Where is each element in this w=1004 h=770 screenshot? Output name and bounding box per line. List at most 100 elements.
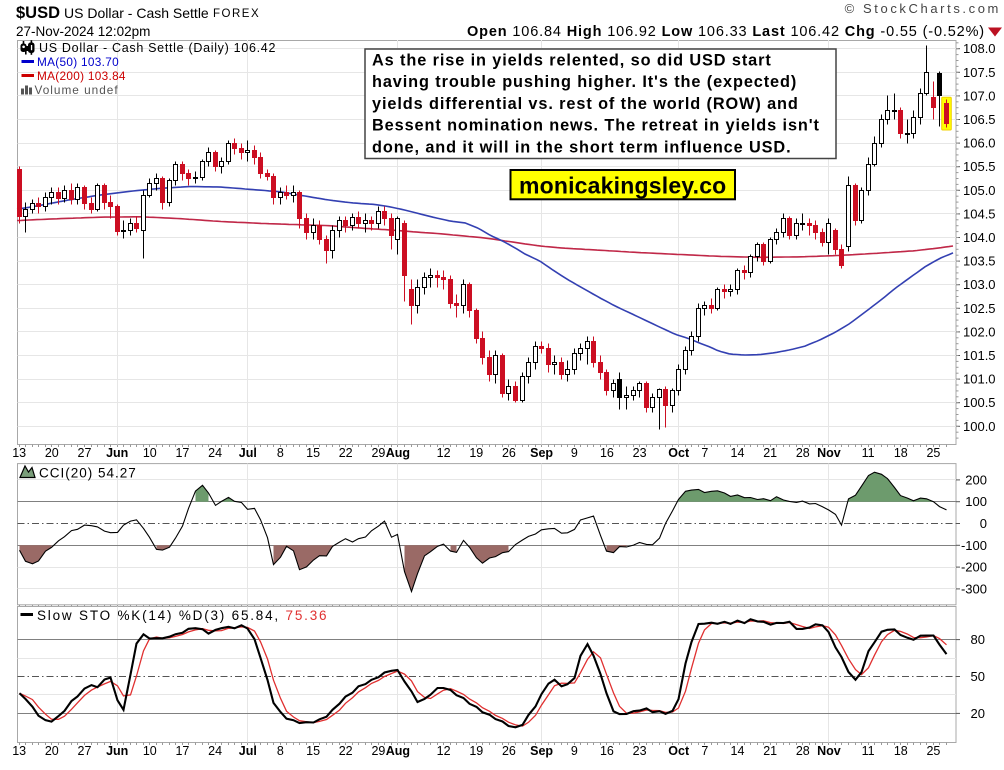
svg-text:Oct: Oct <box>668 446 690 460</box>
svg-text:108.0: 108.0 <box>963 41 996 56</box>
svg-text:12: 12 <box>437 744 451 758</box>
svg-text:18: 18 <box>894 744 908 758</box>
svg-text:10: 10 <box>143 446 157 460</box>
svg-text:US Dollar - Cash Settle (Daily: US Dollar - Cash Settle (Daily) 106.42 <box>39 41 276 55</box>
svg-text:17: 17 <box>175 446 189 460</box>
svg-text:12: 12 <box>437 446 451 460</box>
svg-text:101.0: 101.0 <box>963 372 996 387</box>
svg-text:14: 14 <box>731 744 745 758</box>
svg-text:25: 25 <box>926 744 940 758</box>
svg-text:-100: -100 <box>961 538 987 553</box>
svg-text:103.5: 103.5 <box>963 254 996 269</box>
svg-text:8: 8 <box>277 744 284 758</box>
svg-text:Oct: Oct <box>668 744 690 758</box>
svg-text:104.5: 104.5 <box>963 206 996 221</box>
svg-text:106.5: 106.5 <box>963 112 996 127</box>
svg-text:© StockCharts.com: © StockCharts.com <box>845 1 1001 16</box>
svg-text:20: 20 <box>45 446 59 460</box>
svg-text:24: 24 <box>208 744 222 758</box>
svg-text:19: 19 <box>469 446 483 460</box>
svg-text:20: 20 <box>45 744 59 758</box>
svg-text:29: 29 <box>371 446 385 460</box>
svg-text:23: 23 <box>633 446 647 460</box>
svg-text:7: 7 <box>701 446 708 460</box>
svg-text:104.0: 104.0 <box>963 230 996 245</box>
svg-text:22: 22 <box>339 446 353 460</box>
svg-text:$USD: $USD <box>16 4 60 22</box>
svg-text:28: 28 <box>796 744 810 758</box>
svg-text:100.0: 100.0 <box>963 419 996 434</box>
svg-text:27: 27 <box>78 744 92 758</box>
svg-text:26: 26 <box>502 744 516 758</box>
svg-text:monicakingsley.co: monicakingsley.co <box>519 172 727 198</box>
svg-text:having trouble pushing higher.: having trouble pushing higher. It's the … <box>372 73 797 91</box>
svg-text:Jul: Jul <box>239 446 257 460</box>
svg-text:-300: -300 <box>961 581 987 596</box>
svg-text:28: 28 <box>796 446 810 460</box>
svg-text:FOREX: FOREX <box>213 8 260 20</box>
svg-text:yields differential vs. rest o: yields differential vs. rest of the worl… <box>372 95 799 113</box>
svg-text:24: 24 <box>208 446 222 460</box>
svg-text:-200: -200 <box>961 560 987 575</box>
svg-text:101.5: 101.5 <box>963 348 996 363</box>
svg-text:17: 17 <box>175 744 189 758</box>
svg-text:107.5: 107.5 <box>963 65 996 80</box>
svg-text:200: 200 <box>965 472 987 487</box>
svg-text:10: 10 <box>143 744 157 758</box>
svg-text:Aug: Aug <box>386 446 410 460</box>
svg-text:29: 29 <box>371 744 385 758</box>
svg-text:18: 18 <box>894 446 908 460</box>
svg-text:Sep: Sep <box>530 446 553 460</box>
svg-text:15: 15 <box>306 744 320 758</box>
svg-text:106.0: 106.0 <box>963 136 996 151</box>
svg-text:105.5: 105.5 <box>963 159 996 174</box>
svg-text:13: 13 <box>12 446 26 460</box>
svg-text:16: 16 <box>600 744 614 758</box>
svg-text:80: 80 <box>971 632 985 647</box>
svg-text:27: 27 <box>78 446 92 460</box>
svg-text:105.0: 105.0 <box>963 183 996 198</box>
svg-text:26: 26 <box>502 446 516 460</box>
svg-text:107.0: 107.0 <box>963 88 996 103</box>
svg-text:Sep: Sep <box>530 744 553 758</box>
svg-text:MA(50) 103.70: MA(50) 103.70 <box>37 55 119 69</box>
svg-text:done, and it will in the short: done, and it will in the short term infl… <box>372 138 792 156</box>
svg-text:Slow STO %K(14) %D(3) 65.84, 7: Slow STO %K(14) %D(3) 65.84, 75.36 <box>37 608 328 623</box>
svg-text:100.5: 100.5 <box>963 395 996 410</box>
svg-text:21: 21 <box>763 446 777 460</box>
svg-text:100: 100 <box>965 494 987 509</box>
svg-text:8: 8 <box>277 446 284 460</box>
svg-text:Nov: Nov <box>817 744 841 758</box>
svg-text:Open 106.84 High 106.92 Low 10: Open 106.84 High 106.92 Low 106.33 Last … <box>467 24 985 40</box>
svg-text:14: 14 <box>731 446 745 460</box>
svg-text:11: 11 <box>862 744 875 758</box>
svg-text:22: 22 <box>339 744 353 758</box>
svg-text:16: 16 <box>600 446 614 460</box>
svg-text:27-Nov-2024 12:02pm: 27-Nov-2024 12:02pm <box>16 24 150 39</box>
svg-text:Jun: Jun <box>106 446 128 460</box>
svg-text:9: 9 <box>571 744 578 758</box>
svg-text:Bessent nomination news. The r: Bessent nomination news. The retreat in … <box>372 117 820 135</box>
svg-text:11: 11 <box>862 446 875 460</box>
svg-text:Aug: Aug <box>386 744 410 758</box>
svg-text:23: 23 <box>633 744 647 758</box>
svg-text:CCI(20) 54.27: CCI(20) 54.27 <box>39 466 137 481</box>
svg-text:25: 25 <box>926 446 940 460</box>
svg-text:103.0: 103.0 <box>963 277 996 292</box>
svg-text:15: 15 <box>306 446 320 460</box>
svg-text:Nov: Nov <box>817 446 841 460</box>
svg-text:20: 20 <box>971 706 985 721</box>
svg-text:7: 7 <box>701 744 708 758</box>
svg-text:102.5: 102.5 <box>963 301 996 316</box>
svg-text:19: 19 <box>469 744 483 758</box>
svg-text:21: 21 <box>763 744 777 758</box>
svg-text:MA(200) 103.84: MA(200) 103.84 <box>37 69 126 83</box>
svg-text:Jun: Jun <box>106 744 128 758</box>
svg-text:13: 13 <box>12 744 26 758</box>
svg-text:As the rise in yields relented: As the rise in yields relented, so did U… <box>372 52 772 70</box>
svg-text:9: 9 <box>571 446 578 460</box>
svg-text:Jul: Jul <box>239 744 257 758</box>
svg-text:0: 0 <box>980 516 987 531</box>
svg-text:Volume undef: Volume undef <box>35 83 119 97</box>
svg-text:US Dollar - Cash Settle: US Dollar - Cash Settle <box>64 5 209 21</box>
